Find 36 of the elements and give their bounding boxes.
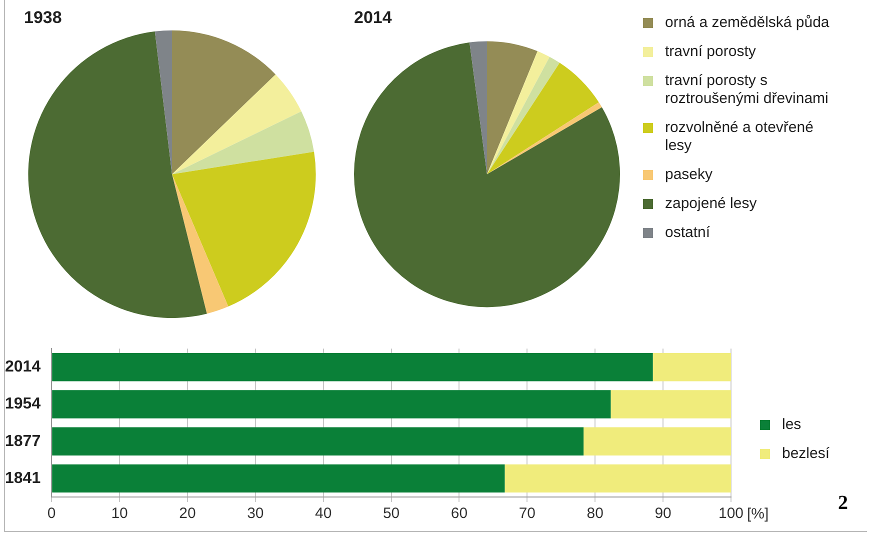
bar [504, 464, 731, 493]
legend-label: travní porosty s roztroušenými dřevinami [665, 72, 830, 108]
x-tick-label: 40 [315, 505, 332, 522]
legend-label: travní porosty [665, 43, 756, 61]
slice-label: 1938 [24, 8, 62, 27]
y-tick-label: 1954 [5, 396, 41, 413]
x-tick-label: 90 [654, 505, 672, 522]
legend-label: ostatní [665, 224, 710, 242]
x-tick-label: 60 [450, 505, 468, 522]
x-tick-label: 30 [247, 505, 264, 522]
x-tick-label: 0 [47, 505, 56, 522]
x-tick-label: 20 [179, 505, 196, 522]
bar [52, 353, 653, 382]
bar [52, 464, 505, 493]
legend-label: orná a zemědělská půda [665, 14, 830, 32]
legend-label: rozvolněné a otevřené lesy [665, 119, 814, 155]
text: 2 [838, 492, 848, 515]
bar [52, 390, 611, 418]
bar [584, 427, 731, 456]
x-tick-label: 70 [518, 505, 536, 522]
legend-label: les [782, 416, 802, 434]
y-tick-label: 2014 [5, 358, 41, 376]
legend-label: paseky [665, 166, 713, 184]
legend-label: bezlesí [782, 445, 830, 463]
y-tick-label: 1841 [5, 470, 41, 487]
bar [52, 427, 584, 456]
bar [652, 353, 731, 382]
x-tick-label: 80 [586, 505, 604, 522]
x-axis-title: [%] [747, 506, 769, 523]
slice-label: 2014 [354, 8, 392, 27]
legend-label: zapojené lesy [665, 195, 757, 213]
x-tick-label: 100 [718, 505, 744, 522]
x-tick-label: 10 [111, 505, 128, 522]
bar [610, 390, 731, 418]
x-tick-label: 50 [382, 505, 400, 522]
y-tick-label: 1877 [5, 432, 41, 450]
